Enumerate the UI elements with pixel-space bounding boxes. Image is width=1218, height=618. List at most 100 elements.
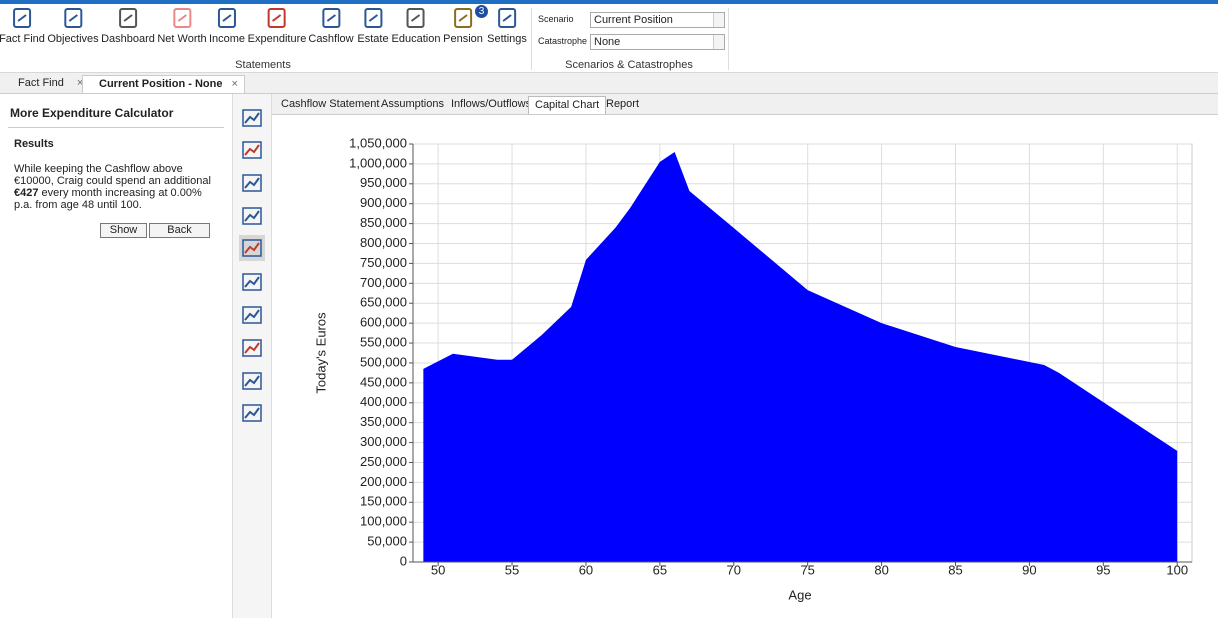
toolbar: Statements Scenarios & Catastrophes Scen… [0,4,1218,73]
x-tick-label: 70 [727,562,741,577]
toolbar-button[interactable]: Dashboard [101,6,155,45]
y-tick-label: 750,000 [360,255,407,270]
y-tick-label: 100,000 [360,514,407,529]
toolbar-label: Cashflow [308,33,353,45]
group-separator [531,8,532,70]
document-tabs: Fact Find × Current Position - None × [0,73,1218,94]
doc-tab[interactable]: Fact Find × [2,75,89,92]
y-tick-label: 1,050,000 [349,135,407,150]
group-label: Scenarios & Catastrophes [565,59,693,71]
back-button[interactable]: Back [149,223,210,238]
results-heading: Results [14,138,54,150]
toolbar-button[interactable]: Education [392,6,441,45]
x-tick-label: 100 [1166,562,1188,577]
notification-badge: 3 [475,5,488,18]
chart-type-icon[interactable] [239,269,265,295]
toolbar-icon [10,6,34,30]
chart-type-icon[interactable] [239,400,265,426]
show-button[interactable]: Show [100,223,147,238]
icon [239,235,265,261]
y-tick-label: 250,000 [360,454,407,469]
sub-tab[interactable]: Capital Chart [528,96,606,114]
icon [239,302,265,328]
panel-title: More Expenditure Calculator [10,106,173,120]
chart-icon-column [233,94,272,618]
toolbar-icon [361,6,385,30]
y-tick-label: 400,000 [360,394,407,409]
toolbar-label: Education [392,33,441,45]
x-tick-label: 90 [1022,562,1036,577]
result-text: every month increasing at 0.00% p.a. fro… [14,187,202,211]
toolbar-button[interactable]: Net Worth [157,6,206,45]
toolbar-button[interactable]: Cashflow [308,6,353,45]
icon [239,335,265,361]
y-tick-label: 600,000 [360,315,407,330]
toolbar-icon [404,6,428,30]
result-text: While keeping the Cashflow above €10000,… [14,163,211,187]
icon [239,203,265,229]
x-tick-label: 95 [1096,562,1110,577]
toolbar-label: Net Worth [157,33,206,45]
toolbar-button[interactable]: Estate [357,6,388,45]
sub-tabs: Cashflow StatementAssumptionsInflows/Out… [272,94,1218,115]
chart-type-icon[interactable] [239,302,265,328]
toolbar-label: Settings [487,33,527,45]
sub-tab[interactable]: Inflows/Outflows [445,96,537,113]
chart-type-icon[interactable] [239,335,265,361]
y-axis-label: Today's Euros [313,312,328,394]
toolbar-label: Expenditure [248,33,307,45]
chart-type-icon[interactable] [239,203,265,229]
x-tick-label: 85 [948,562,962,577]
toolbar-button[interactable]: Expenditure [248,6,307,45]
result-amount: €427 [14,187,38,199]
sub-tab[interactable]: Report [600,96,645,113]
y-tick-label: 200,000 [360,474,407,489]
doc-tab[interactable]: Current Position - None × [82,75,245,93]
result-text: While keeping the Cashflow above €10000,… [14,163,219,211]
toolbar-button[interactable]: Settings [487,6,527,45]
chart-type-icon[interactable] [239,235,265,261]
toolbar-icon [265,6,289,30]
toolbar-label: Estate [357,33,388,45]
y-tick-label: 150,000 [360,494,407,509]
x-tick-label: 80 [874,562,888,577]
icon [239,137,265,163]
toolbar-icon [116,6,140,30]
toolbar-icon [495,6,519,30]
chart-type-icon[interactable] [239,137,265,163]
icon [239,170,265,196]
y-tick-label: 900,000 [360,195,407,210]
toolbar-label: Pension [443,33,483,45]
catastrophe-dropdown[interactable]: None [590,34,725,50]
y-tick-label: 0 [400,553,407,568]
toolbar-icon [61,6,85,30]
toolbar-icon [215,6,239,30]
sub-tab[interactable]: Assumptions [375,96,450,113]
x-tick-label: 50 [431,562,445,577]
group-separator [728,8,729,70]
toolbar-button[interactable]: Income [209,6,245,45]
chart-type-icon[interactable] [239,170,265,196]
toolbar-icon [451,6,475,30]
y-tick-label: 350,000 [360,414,407,429]
y-tick-label: 850,000 [360,215,407,230]
chart-type-icon[interactable] [239,105,265,131]
toolbar-label: Dashboard [101,33,155,45]
y-tick-label: 500,000 [360,354,407,369]
scenario-label: Scenario [538,14,574,24]
toolbar-icon [319,6,343,30]
icon [239,400,265,426]
toolbar-label: Income [209,33,245,45]
y-tick-label: 450,000 [360,374,407,389]
scenario-dropdown[interactable]: Current Position [590,12,725,28]
chart-type-icon[interactable] [239,368,265,394]
toolbar-button[interactable]: Objectives [47,6,98,45]
toolbar-icon [170,6,194,30]
divider [8,127,224,128]
y-tick-label: 650,000 [360,295,407,310]
x-tick-label: 55 [505,562,519,577]
sub-tab[interactable]: Cashflow Statement [275,96,385,113]
capital-chart: 050,000100,000150,000200,000250,000300,0… [275,116,1218,618]
toolbar-button[interactable]: Fact Find [0,6,45,45]
